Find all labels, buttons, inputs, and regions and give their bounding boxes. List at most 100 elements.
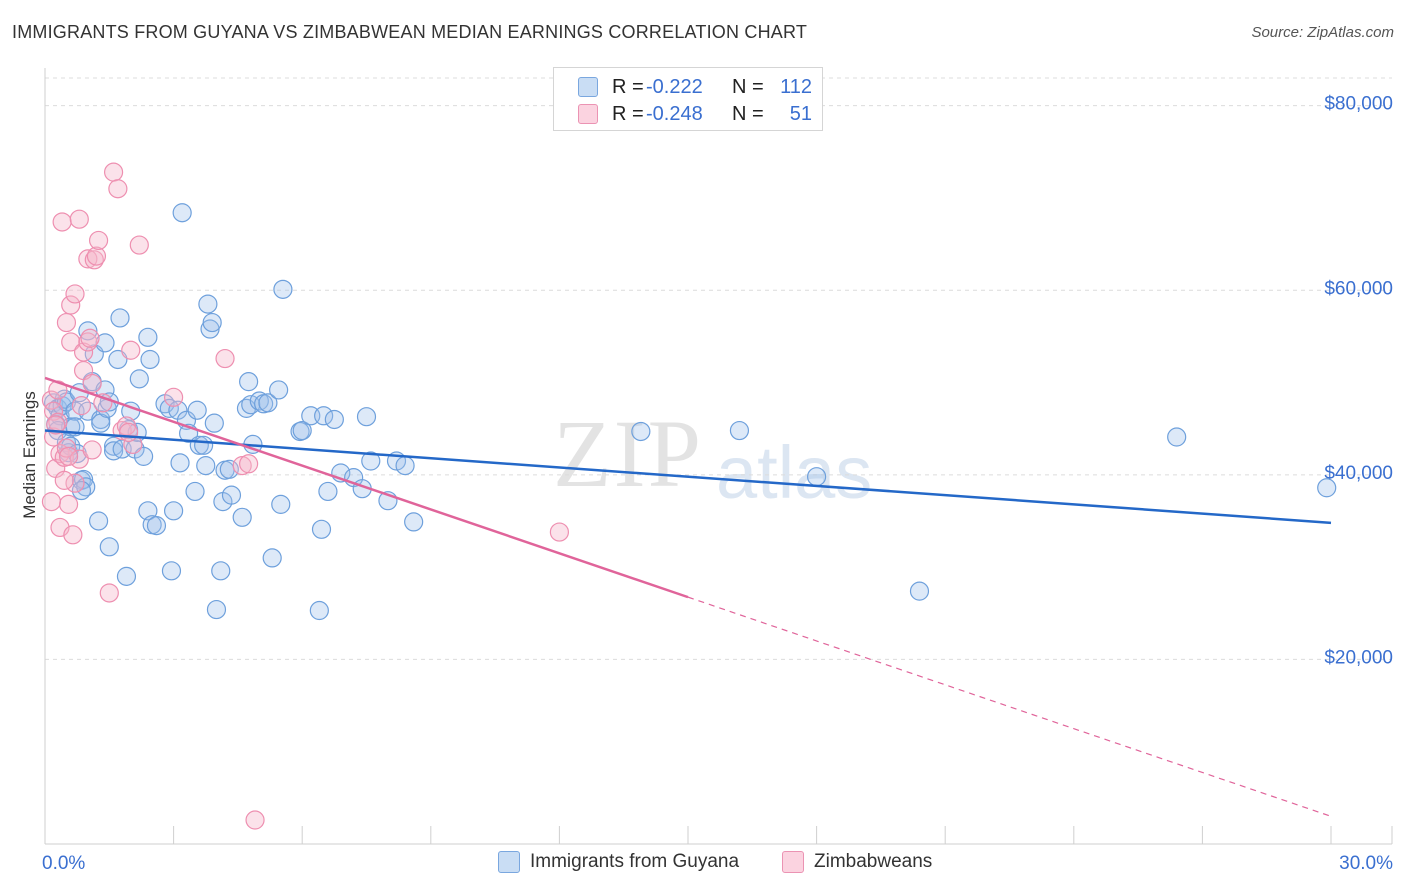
zimbabwe-point: [232, 456, 252, 476]
legend-swatch-zimbabwe: [578, 104, 598, 124]
guyana-point: [262, 548, 282, 568]
y-tick-label: $80,000: [1324, 94, 1393, 115]
zimbabwe-point: [41, 492, 62, 512]
guyana-point: [140, 349, 160, 370]
guyana-point: [729, 420, 750, 441]
series-legend: Immigrants from Guyana Zimbabweans: [0, 851, 1406, 879]
legend-swatch-guyana: [578, 77, 598, 97]
guyana-point: [116, 566, 137, 586]
zimbabwe-point: [61, 295, 81, 315]
legend-row-zimbabwe: R = -0.248 N = 51: [578, 102, 812, 126]
guyana-point: [395, 456, 415, 476]
guyana-point: [318, 481, 338, 502]
guyana-point: [269, 380, 289, 400]
chart-title: IMMIGRANTS FROM GUYANA VS ZIMBABWEAN MED…: [12, 22, 808, 42]
zimbabwe-point: [71, 396, 92, 416]
zimbabwe-point: [54, 470, 74, 490]
zimbabwe-point: [549, 522, 570, 542]
guyana-point: [194, 435, 214, 455]
zimbabwe-point: [123, 434, 143, 454]
guyana-point: [187, 400, 207, 420]
guyana-trend-line: [44, 429, 1332, 525]
r-value: -0.248: [646, 102, 703, 125]
zimbabwe-point: [58, 494, 79, 514]
zimbabwe-point: [215, 348, 235, 369]
guyana-point: [219, 459, 239, 479]
guyana-point: [324, 409, 344, 430]
zimbabwe-point: [99, 583, 119, 603]
guyana-point: [314, 406, 334, 426]
r-label: R =: [612, 102, 644, 125]
legend-row-guyana: R = -0.222 N = 112: [578, 75, 812, 99]
guyana-point: [204, 413, 224, 433]
source-label: Source: ZipAtlas.com: [1251, 24, 1394, 41]
guyana-point: [95, 333, 115, 353]
guyana-point: [172, 203, 192, 223]
guyana-point: [99, 537, 119, 557]
zimbabwe-point: [46, 415, 66, 435]
legend-item-guyana[interactable]: Immigrants from Guyana: [498, 851, 739, 873]
n-label: N =: [732, 75, 764, 98]
guyana-point: [198, 294, 218, 314]
zimbabwe-point: [58, 446, 79, 466]
n-value: 112: [780, 75, 812, 98]
guyana-point: [292, 420, 312, 441]
legend-label-zimbabwe: Zimbabweans: [814, 851, 933, 872]
guyana-point: [1167, 427, 1187, 447]
zimbabwe-point: [86, 246, 107, 266]
y-tick-label: $60,000: [1324, 278, 1393, 299]
guyana-point: [232, 507, 252, 527]
guyana-point: [239, 372, 259, 392]
zimbabwe-point: [65, 284, 85, 304]
zimbabwe-point: [121, 340, 141, 360]
r-label: R =: [612, 75, 644, 98]
guyana-point: [356, 407, 377, 427]
guyana-point: [170, 453, 190, 473]
guyana-point: [161, 561, 182, 581]
watermark-atlas: atlas: [716, 431, 873, 514]
zimbabwe-point: [63, 525, 83, 545]
zimbabwe-point: [164, 387, 184, 407]
guyana-point: [196, 456, 216, 476]
guyana-point: [138, 327, 158, 347]
zimbabwe-point: [80, 328, 100, 348]
zimbabwe-point: [245, 810, 265, 830]
zimbabwe-point: [239, 454, 259, 474]
zimbabwe-point: [103, 162, 124, 182]
guyana-point: [221, 485, 242, 505]
guyana-point: [806, 467, 827, 487]
guyana-point: [309, 600, 329, 621]
zimbabwe-point: [129, 235, 149, 255]
r-value: -0.222: [646, 75, 703, 98]
legend-swatch-guyana: [498, 851, 520, 873]
zimbabwe-point: [52, 212, 72, 232]
correlation-legend: R = -0.222 N = 112 R = -0.248 N = 51: [553, 67, 823, 131]
zimbabwe-point: [88, 230, 109, 251]
zimbabwe-point: [48, 380, 68, 400]
zimbabwe-point: [108, 179, 128, 199]
guyana-point: [185, 481, 205, 502]
guyana-point: [133, 446, 154, 466]
guyana-point: [311, 519, 332, 539]
guyana-point: [211, 561, 231, 581]
y-tick-label: $40,000: [1324, 463, 1393, 484]
legend-label-guyana: Immigrants from Guyana: [530, 851, 740, 872]
n-label: N =: [732, 102, 764, 125]
guyana-point: [361, 451, 381, 471]
guyana-point: [164, 501, 184, 521]
zimbabwe-trend-line-extension: [687, 596, 1332, 817]
guyana-point: [71, 480, 92, 501]
zimbabwe-point: [61, 332, 81, 352]
y-axis-label: Median Earnings: [20, 391, 39, 519]
n-value: 51: [789, 102, 812, 125]
guyana-point: [206, 599, 227, 620]
y-tick-label: $20,000: [1324, 647, 1393, 668]
guyana-point: [78, 321, 98, 341]
guyana-point: [258, 393, 278, 413]
watermark-zip: ZIP: [553, 400, 703, 507]
zimbabwe-trend-line: [44, 376, 689, 599]
guyana-point: [88, 511, 109, 531]
zimbabwe-point: [56, 312, 77, 333]
legend-item-zimbabwe[interactable]: Zimbabweans: [782, 851, 932, 873]
